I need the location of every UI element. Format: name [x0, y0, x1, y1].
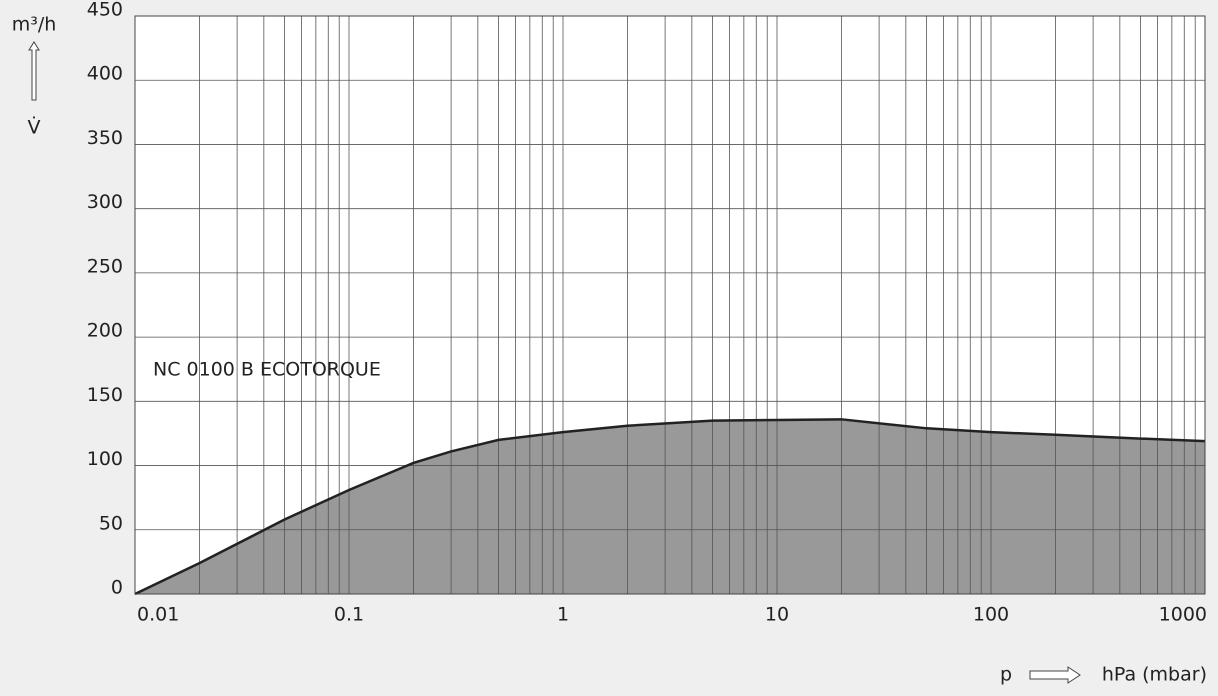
x-tick-label: 10	[765, 604, 789, 626]
x-tick-label: 1	[557, 604, 569, 626]
y-tick-label: 250	[87, 255, 123, 277]
x-tick-label: 0.1	[334, 604, 364, 626]
y-arrow	[28, 41, 40, 101]
x-axis-symbol: p	[1000, 664, 1012, 686]
area-fill	[135, 419, 1205, 594]
y-tick-label: 450	[87, 0, 123, 21]
y-axis-unit: m³/h	[12, 14, 57, 36]
curve-label: NC 0100 B ECOTORQUE	[153, 359, 381, 381]
y-axis-symbol: V̇	[28, 116, 41, 138]
y-tick-label: 0	[111, 577, 123, 599]
plot-frame	[134, 15, 1206, 595]
y-tick-label: 400	[87, 63, 123, 85]
x-tick-label: 0.01	[137, 604, 179, 626]
area-line	[134, 418, 1206, 596]
y-tick-label: 50	[99, 512, 123, 534]
x-arrow	[1029, 666, 1081, 684]
y-tick-label: 150	[87, 384, 123, 406]
x-axis-title: hPa (mbar)	[1102, 664, 1207, 686]
x-tick-label: 100	[973, 604, 1009, 626]
y-tick-label: 350	[87, 127, 123, 149]
y-tick-label: 200	[87, 320, 123, 342]
x-tick-label: 1000	[1159, 604, 1207, 626]
y-tick-label: 300	[87, 191, 123, 213]
y-tick-label: 100	[87, 448, 123, 470]
